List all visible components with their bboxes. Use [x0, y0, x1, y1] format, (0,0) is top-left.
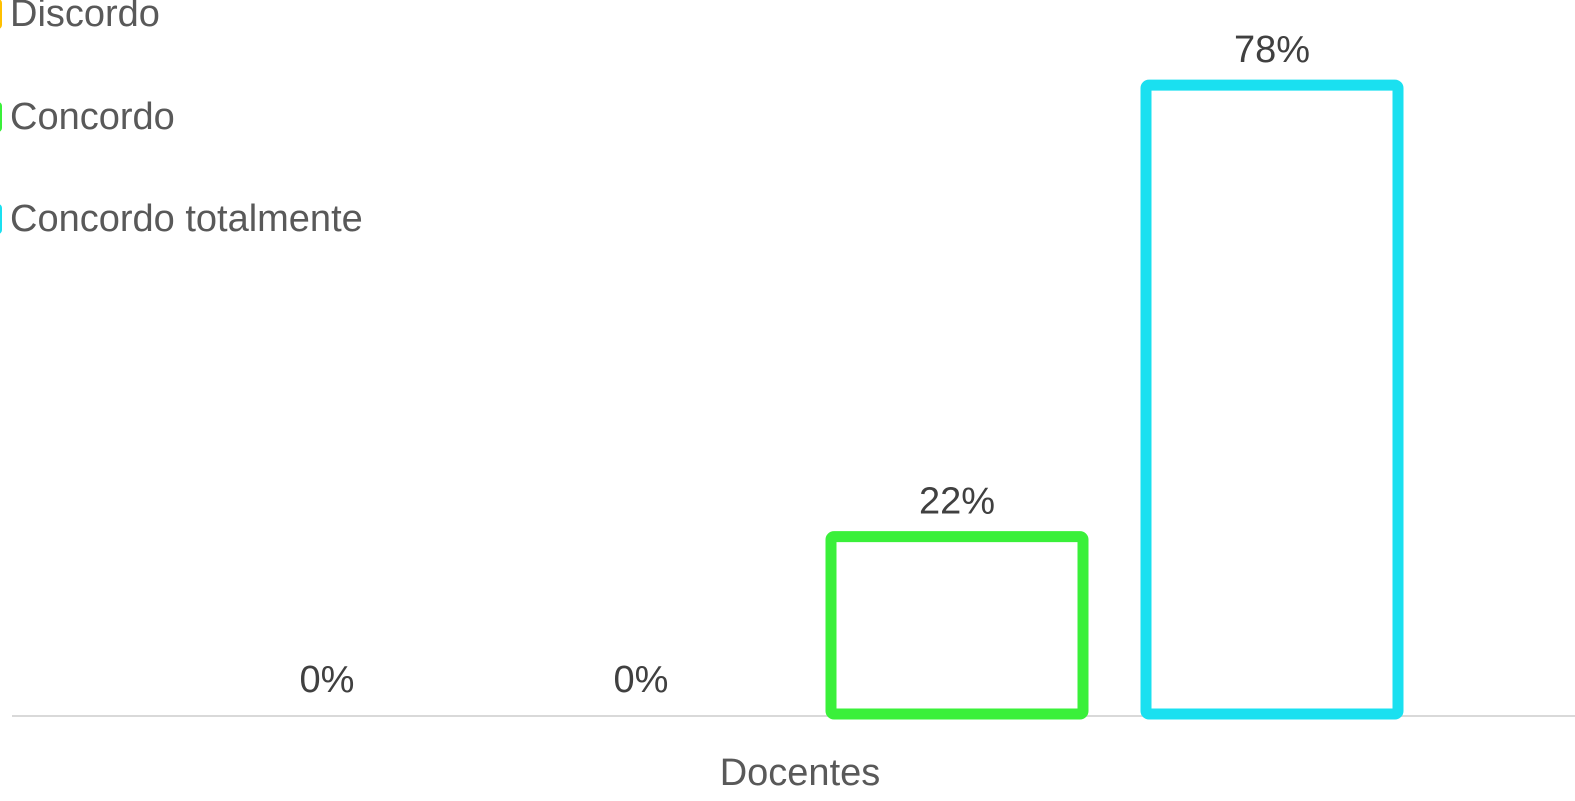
legend-swatch-concordo: [0, 102, 2, 132]
bar-3: [1140, 79, 1404, 720]
legend-item-discordo: Discordo: [0, 0, 160, 36]
data-label-2: 22%: [919, 481, 995, 523]
legend-item-concordo-totalmente: Concordo totalmente: [0, 197, 363, 241]
legend-swatch-concordo-totalmente: [0, 204, 2, 234]
legend-label-concordo: Concordo: [10, 95, 175, 138]
chart-legend: Discordo Concordo Concordo totalmente: [0, 0, 600, 260]
x-axis-category-label: Docentes: [719, 752, 881, 794]
bar-2: [825, 531, 1089, 720]
data-label-0: 0%: [300, 659, 355, 701]
legend-item-concordo: Concordo: [0, 95, 175, 139]
legend-label-concordo-totalmente: Concordo totalmente: [10, 197, 363, 240]
legend-label-discordo: Discordo: [10, 0, 160, 35]
data-label-3: 78%: [1234, 29, 1310, 71]
legend-swatch-discordo: [0, 0, 2, 29]
data-label-1: 0%: [614, 659, 669, 701]
